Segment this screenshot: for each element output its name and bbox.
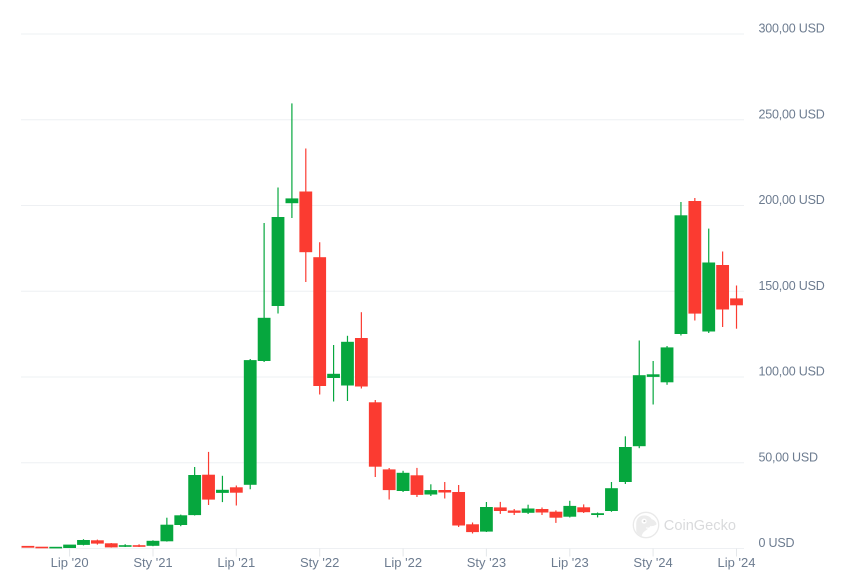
svg-text:Sty '22: Sty '22 — [300, 555, 339, 570]
svg-text:250,00 USD: 250,00 USD — [759, 107, 825, 121]
svg-text:200,00 USD: 200,00 USD — [759, 193, 825, 207]
svg-text:Lip '24: Lip '24 — [718, 555, 756, 570]
svg-text:Sty '24: Sty '24 — [633, 555, 672, 570]
svg-text:CoinGecko: CoinGecko — [664, 518, 736, 534]
svg-text:300,00 USD: 300,00 USD — [759, 22, 825, 36]
svg-text:Sty '23: Sty '23 — [467, 555, 506, 570]
svg-text:Lip '22: Lip '22 — [384, 555, 422, 570]
svg-text:150,00 USD: 150,00 USD — [759, 279, 825, 293]
svg-text:100,00 USD: 100,00 USD — [759, 365, 825, 379]
svg-text:0 USD: 0 USD — [759, 536, 795, 550]
svg-text:Lip '20: Lip '20 — [51, 555, 89, 570]
svg-text:Lip '21: Lip '21 — [217, 555, 255, 570]
svg-text:50,00 USD: 50,00 USD — [759, 450, 819, 464]
svg-text:Lip '23: Lip '23 — [551, 555, 589, 570]
svg-text:Sty '21: Sty '21 — [133, 555, 172, 570]
